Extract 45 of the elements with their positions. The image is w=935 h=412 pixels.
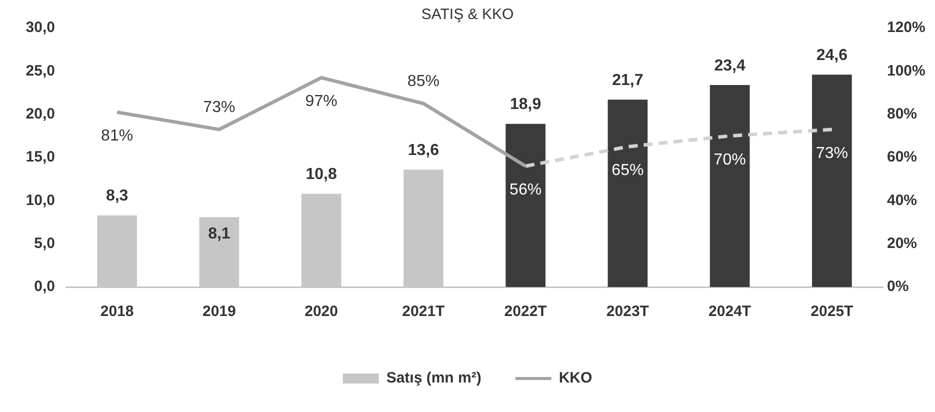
x-tick-label: 2018 xyxy=(100,303,134,320)
y-tick-label: 25,0 xyxy=(26,62,55,80)
data-label: 97% xyxy=(305,93,338,110)
data-label: 8,1 xyxy=(208,225,230,242)
data-label: 23,4 xyxy=(714,57,746,74)
y2-tick-label: 80% xyxy=(887,105,918,122)
y2-tick-label: 0% xyxy=(887,278,909,296)
chart-title: SATIŞ & KKO xyxy=(421,6,514,24)
y-tick-label: 30,0 xyxy=(26,19,55,36)
legend-label: KKO xyxy=(558,370,593,387)
y-tick-label: 15,0 xyxy=(26,148,55,166)
bar xyxy=(506,124,546,287)
y-tick-label: 0,0 xyxy=(34,278,55,296)
y2-tick-label: 20% xyxy=(887,234,918,252)
data-label: 24,6 xyxy=(816,47,848,64)
data-label: 8,3 xyxy=(106,188,128,205)
y-tick-label: 10,0 xyxy=(26,192,55,209)
y2-tick-label: 60% xyxy=(887,148,918,166)
bar xyxy=(710,84,750,287)
data-label: 13,6 xyxy=(408,142,440,159)
data-label: 73% xyxy=(816,144,848,162)
x-tick-label: 2020 xyxy=(304,303,338,320)
data-label: 65% xyxy=(612,162,644,180)
bar xyxy=(812,74,852,287)
bar xyxy=(608,100,648,287)
x-tick-label: 2019 xyxy=(202,303,236,320)
data-label: 70% xyxy=(714,151,746,168)
x-tick-label: 2022T xyxy=(504,303,547,320)
data-label: 10,8 xyxy=(306,166,337,184)
x-tick-label: 2024T xyxy=(708,303,752,320)
x-tick-label: 2023T xyxy=(606,303,649,320)
data-label: 73% xyxy=(203,98,236,116)
y2-tick-label: 40% xyxy=(887,192,918,209)
y2-tick-label: 100% xyxy=(887,62,926,80)
x-tick-label: 2021T xyxy=(402,303,445,320)
x-tick-label: 2025T xyxy=(810,303,854,320)
y-tick-label: 5,0 xyxy=(34,234,55,252)
data-label: 18,9 xyxy=(510,96,542,114)
legend-label: Satış (mn m²) xyxy=(386,370,482,387)
data-label: 21,7 xyxy=(612,72,644,90)
data-label: 85% xyxy=(407,72,440,90)
y-tick-label: 20,0 xyxy=(26,105,55,122)
data-label: 81% xyxy=(101,128,134,145)
data-label: 56% xyxy=(510,182,542,199)
y2-tick-label: 120% xyxy=(887,19,926,36)
